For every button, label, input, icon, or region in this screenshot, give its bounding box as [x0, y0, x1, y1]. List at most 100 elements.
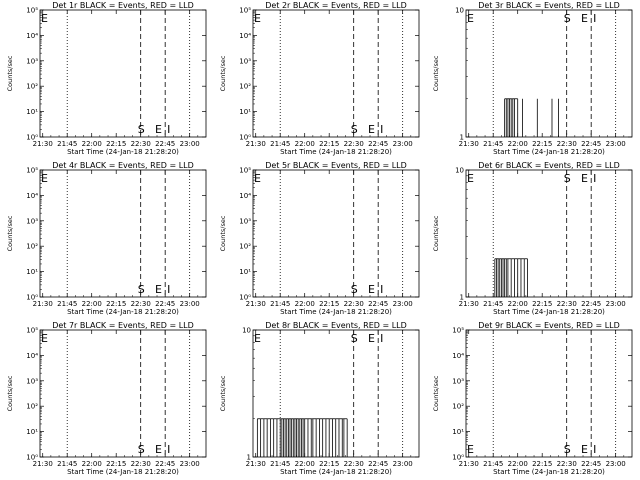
plot-frame [39, 329, 207, 458]
x-tick-label: 22:15 [106, 300, 126, 308]
marker-s: S [351, 123, 358, 136]
marker-i: I [167, 283, 170, 296]
x-tick-label: 22:30 [344, 300, 364, 308]
y-tick-label: 1 [460, 294, 464, 302]
detector-panel-9: Det 9r BLACK = Events, RED = LLD 21:30 21:… [432, 321, 633, 476]
y-tick-label: 10³ [26, 217, 38, 225]
y-axis-label: Counts/sec [432, 375, 440, 411]
plot-frame [465, 329, 633, 458]
plot-frame [252, 169, 420, 298]
plot-frame [252, 9, 420, 138]
x-axis-label: Start Time (24-Jan-18 21:28:20) [67, 148, 179, 156]
y-tick-label: 10³ [26, 57, 38, 65]
marker-s: S [138, 123, 145, 136]
y-tick-label: 10⁴ [239, 32, 251, 40]
panel-title: Det 6r BLACK = Events, RED = LLD [478, 161, 620, 170]
y-tick-label: 10² [26, 243, 38, 251]
y-tick-label: 10⁰ [26, 294, 38, 302]
x-axis-label: Start Time (24-Jan-18 21:28:20) [493, 308, 605, 316]
marker-s: S [138, 443, 145, 456]
x-tick-label: 22:45 [155, 140, 175, 148]
y-axis-label: Counts/sec [432, 55, 440, 91]
y-axis-label: Counts/sec [219, 375, 227, 411]
y-axis-label: Counts/sec [432, 215, 440, 251]
y-tick-label: 10 [455, 7, 464, 15]
detector-panel-8: Det 8r BLACK = Events, RED = LLD 21:30 21:… [219, 321, 420, 476]
marker-s: S [564, 172, 571, 185]
x-tick-label: 22:45 [581, 460, 601, 468]
y-tick-label: 10¹ [239, 108, 251, 116]
marker-e-top: E [41, 12, 48, 25]
x-tick-label: 22:45 [368, 140, 388, 148]
y-tick-label: 10² [26, 403, 38, 411]
y-tick-label: 10⁴ [452, 352, 464, 360]
y-tick-label: 10³ [239, 57, 251, 65]
x-tick-label: 21:30 [246, 140, 266, 148]
x-tick-label: 21:45 [483, 460, 503, 468]
marker-s: S [564, 12, 571, 25]
y-tick-label: 10¹ [26, 268, 38, 276]
x-tick-label: 22:15 [319, 300, 339, 308]
x-tick-label: 21:45 [57, 460, 77, 468]
marker-i: I [380, 332, 383, 345]
panel-title: Det 5r BLACK = Events, RED = LLD [265, 161, 407, 170]
y-tick-label: 10⁵ [26, 167, 38, 175]
x-tick-label: 23:00 [393, 300, 413, 308]
y-tick-label: 10⁴ [26, 352, 38, 360]
y-tick-label: 10⁵ [452, 327, 464, 335]
marker-i: I [593, 172, 596, 185]
y-axis-label: Counts/sec [6, 375, 14, 411]
y-tick-label: 10⁰ [26, 454, 38, 462]
x-tick-label: 22:45 [581, 300, 601, 308]
x-tick-label: 22:45 [155, 300, 175, 308]
x-tick-label: 22:45 [368, 460, 388, 468]
x-tick-label: 21:45 [483, 140, 503, 148]
detector-panel-3: Det 3r BLACK = Events, RED = LLD 21:30 21:… [432, 1, 633, 156]
x-axis-label: Start Time (24-Jan-18 21:28:20) [67, 308, 179, 316]
detector-panel-6: Det 6r BLACK = Events, RED = LLD 21:30 21:… [432, 161, 633, 316]
y-tick-label: 1 [247, 454, 251, 462]
y-tick-label: 10³ [452, 377, 464, 385]
plot-frame [39, 169, 207, 298]
x-tick-label: 22:15 [106, 140, 126, 148]
y-axis-label: Counts/sec [6, 215, 14, 251]
x-tick-label: 22:15 [319, 460, 339, 468]
x-tick-label: 22:00 [508, 300, 528, 308]
x-tick-label: 21:45 [270, 140, 290, 148]
marker-i: I [167, 443, 170, 456]
x-tick-label: 22:30 [131, 460, 151, 468]
x-tick-label: 22:30 [344, 460, 364, 468]
x-axis-label: Start Time (24-Jan-18 21:28:20) [280, 308, 392, 316]
y-tick-label: 10¹ [26, 108, 38, 116]
marker-e: E [581, 12, 588, 25]
x-tick-label: 21:45 [270, 460, 290, 468]
y-tick-label: 10² [239, 243, 251, 251]
x-tick-label: 22:00 [295, 300, 315, 308]
x-tick-label: 21:45 [270, 300, 290, 308]
x-tick-label: 21:30 [246, 300, 266, 308]
y-tick-label: 10⁵ [239, 7, 251, 15]
detector-panel-7: Det 7r BLACK = Events, RED = LLD 21:30 21:… [6, 321, 207, 476]
y-tick-label: 10⁴ [239, 192, 251, 200]
plot-frame [39, 9, 207, 138]
y-tick-label: 10⁵ [26, 327, 38, 335]
marker-e-top: E [41, 172, 48, 185]
x-tick-label: 23:00 [606, 460, 626, 468]
panel-title: Det 9r BLACK = Events, RED = LLD [478, 321, 620, 330]
y-tick-label: 10² [26, 83, 38, 91]
y-tick-label: 10⁵ [239, 167, 251, 175]
y-tick-label: 10¹ [239, 268, 251, 276]
panel-title: Det 7r BLACK = Events, RED = LLD [52, 321, 194, 330]
x-axis-label: Start Time (24-Jan-18 21:28:20) [493, 468, 605, 476]
y-tick-label: 10² [239, 83, 251, 91]
x-tick-label: 23:00 [180, 300, 200, 308]
y-tick-label: 10³ [239, 217, 251, 225]
x-tick-label: 21:30 [459, 300, 479, 308]
y-tick-label: 10⁴ [26, 192, 38, 200]
x-axis-label: Start Time (24-Jan-18 21:28:20) [280, 148, 392, 156]
marker-e: E [155, 443, 162, 456]
x-tick-label: 21:30 [33, 460, 53, 468]
x-tick-label: 22:45 [368, 300, 388, 308]
x-tick-label: 22:00 [508, 140, 528, 148]
x-tick-label: 21:30 [459, 140, 479, 148]
